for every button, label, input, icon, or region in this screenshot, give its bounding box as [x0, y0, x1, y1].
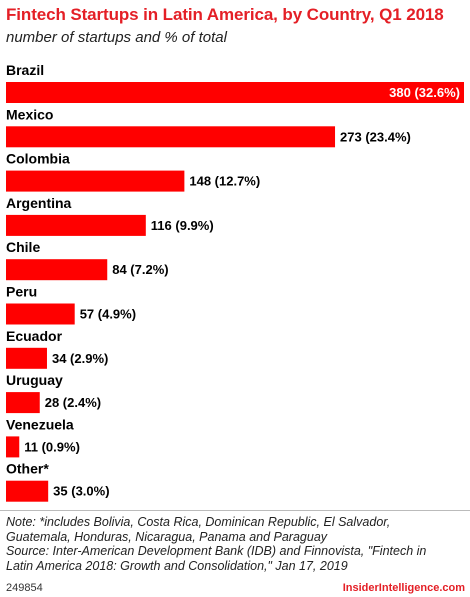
category-label: Mexico — [6, 106, 53, 122]
category-label: Colombia — [6, 151, 70, 167]
data-label: 28 (2.4%) — [45, 395, 101, 410]
category-label: Chile — [6, 239, 40, 255]
bar — [6, 303, 75, 325]
data-label: 11 (0.9%) — [24, 439, 80, 454]
data-label: 380 (32.6%) — [389, 85, 460, 100]
category-label: Uruguay — [6, 372, 63, 388]
chart-id: 249854 — [6, 582, 43, 594]
chart-title: Fintech Startups in Latin America, by Co… — [6, 5, 444, 24]
note-line: Guatemala, Honduras, Nicaragua, Panama a… — [6, 529, 328, 544]
data-label: 148 (12.7%) — [189, 174, 260, 189]
data-label: 34 (2.9%) — [52, 351, 108, 366]
category-label: Brazil — [6, 62, 44, 78]
source-line: Latin America 2018: Growth and Consolida… — [6, 558, 348, 573]
category-label: Argentina — [6, 195, 72, 211]
brand-link[interactable]: InsiderIntelligence.com — [342, 582, 465, 594]
bar — [6, 259, 108, 281]
bar — [6, 214, 146, 236]
bar — [6, 436, 20, 458]
data-label: 116 (9.9%) — [151, 218, 214, 233]
divider — [0, 510, 470, 511]
category-label: Venezuela — [6, 416, 74, 432]
bar — [6, 392, 40, 414]
category-label: Other* — [6, 461, 49, 477]
chart-notes: Note: *includes Bolivia, Costa Rica, Dom… — [6, 515, 466, 573]
chart-subtitle: number of startups and % of total — [6, 29, 227, 46]
bar — [6, 480, 49, 502]
source-line: Source: Inter-American Development Bank … — [6, 544, 427, 558]
bar — [6, 82, 464, 103]
data-label: 57 (4.9%) — [80, 307, 136, 322]
data-label: 35 (3.0%) — [53, 484, 109, 499]
data-label: 84 (7.2%) — [112, 262, 168, 277]
category-label: Peru — [6, 284, 37, 300]
bar — [6, 170, 185, 192]
bar — [6, 126, 336, 148]
category-label: Ecuador — [6, 328, 63, 344]
data-label: 273 (23.4%) — [340, 129, 411, 144]
bar-chart: Brazil 380 (32.6%) Mexico 273 (23.4%) Colomb… — [6, 62, 464, 502]
note-line: Note: *includes Bolivia, Costa Rica, Dom… — [6, 515, 391, 529]
bar — [6, 347, 47, 369]
